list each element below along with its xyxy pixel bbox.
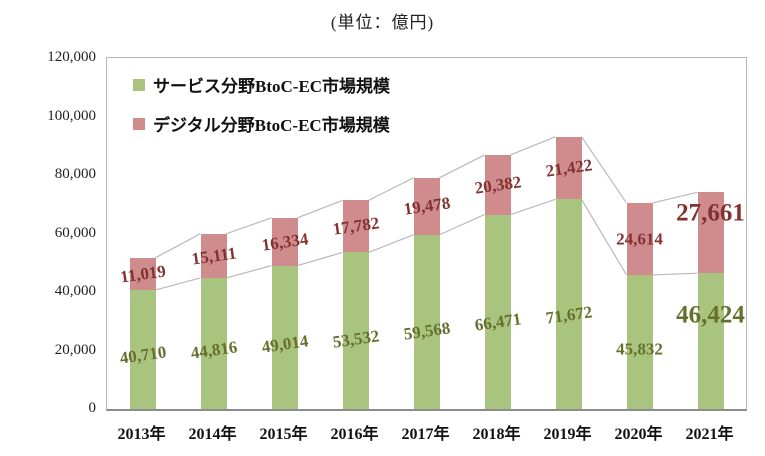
chart-legend: サービス分野BtoC-EC市場規模 デジタル分野BtoC-EC市場規模 — [133, 72, 390, 150]
x-tick-2021年: 2021年 — [685, 426, 734, 443]
bar-digital-2021年 — [697, 192, 724, 274]
y-tick-80,000: 80,000 — [54, 166, 96, 182]
chart-unit-note: (単位：億円) — [330, 13, 435, 32]
y-tick-20,000: 20,000 — [54, 341, 96, 358]
x-tick-2018年: 2018年 — [472, 426, 521, 443]
bar-service-2018年 — [484, 214, 511, 409]
legend-swatch-digital-icon — [133, 117, 145, 130]
label-digital-2020年: 24,614 — [616, 229, 663, 249]
bar-digital-2015年 — [271, 217, 298, 266]
series-connector-lines — [155, 136, 698, 291]
label-digital-2021年: 27,661 — [676, 199, 745, 227]
label-service-2021年: 46,424 — [676, 301, 745, 329]
bar-digital-2018年 — [484, 154, 511, 215]
bar-service-2017年 — [413, 234, 440, 409]
x-tick-2020年: 2020年 — [614, 426, 663, 443]
x-tick-2015年: 2015年 — [259, 426, 308, 443]
legend-item-digital: デジタル分野BtoC-EC市場規模 — [133, 111, 390, 136]
bar-service-2019年 — [555, 199, 582, 409]
x-tick-2016年: 2016年 — [330, 426, 379, 443]
plot-area: サービス分野BtoC-EC市場規模 デジタル分野BtoC-EC市場規模 40,7… — [106, 57, 747, 411]
bar-service-2020年 — [626, 274, 653, 409]
y-tick-0: 0 — [88, 400, 97, 416]
legend-label-service: サービス分野BtoC-EC市場規模 — [153, 77, 391, 96]
x-tick-2017年: 2017年 — [401, 426, 450, 443]
bar-service-2021年 — [697, 273, 724, 409]
bar-digital-2013年 — [129, 257, 156, 290]
x-tick-2019年: 2019年 — [543, 426, 592, 443]
y-tick-100,000: 100,000 — [47, 107, 96, 124]
bar-digital-2014年 — [200, 233, 227, 278]
bar-service-2016年 — [342, 252, 369, 409]
bar-digital-2016年 — [342, 200, 369, 253]
y-tick-60,000: 60,000 — [54, 224, 96, 241]
legend-swatch-service-icon — [133, 78, 145, 91]
bar-service-2015年 — [271, 265, 298, 409]
bar-digital-2019年 — [555, 136, 582, 200]
bar-service-2014年 — [200, 277, 227, 409]
y-tick-120,000: 120,000 — [47, 49, 96, 65]
label-service-2020年: 45,832 — [616, 339, 663, 359]
x-tick-2014年: 2014年 — [188, 426, 237, 443]
legend-item-service: サービス分野BtoC-EC市場規模 — [133, 72, 390, 97]
legend-label-digital: デジタル分野BtoC-EC市場規模 — [153, 116, 390, 135]
bar-service-2013年 — [129, 289, 156, 409]
bar-digital-2017年 — [413, 177, 440, 235]
y-tick-40,000: 40,000 — [54, 283, 96, 299]
x-tick-2013年: 2013年 — [117, 426, 166, 443]
bar-digital-2020年 — [626, 202, 653, 275]
